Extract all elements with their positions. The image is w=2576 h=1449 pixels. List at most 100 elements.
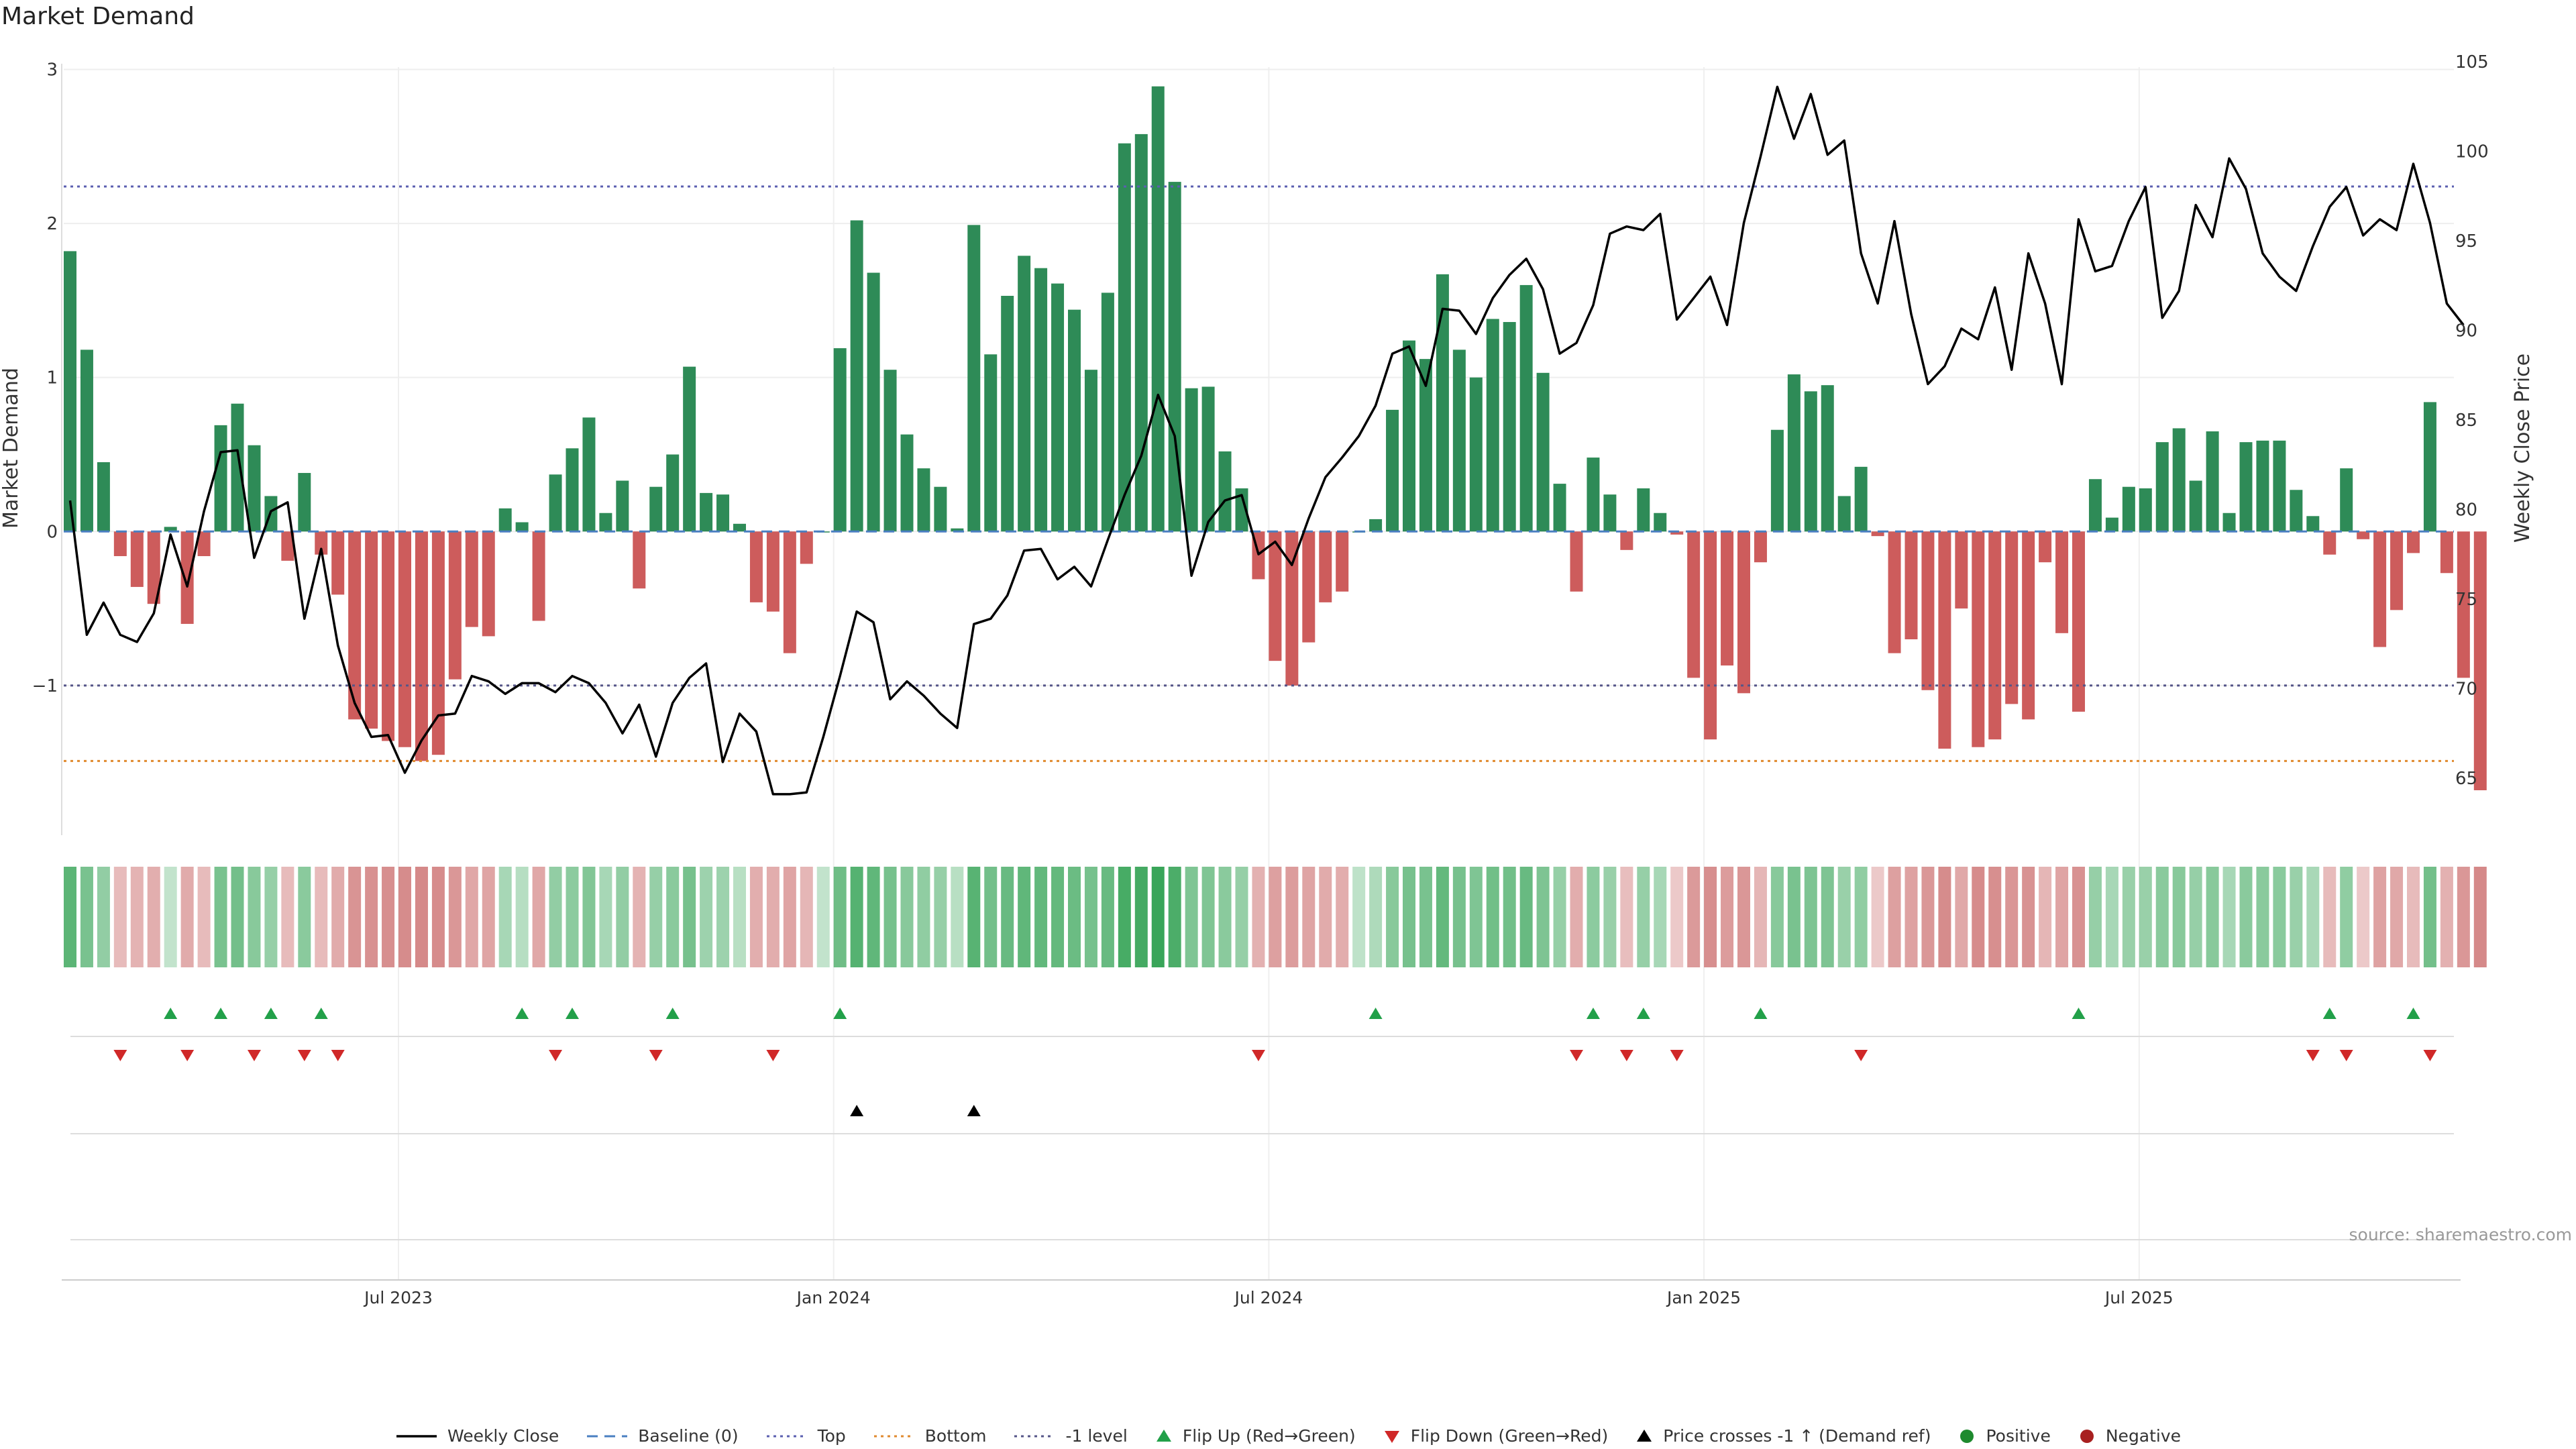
- heat-tile-positive: [1101, 867, 1114, 967]
- flip-up-marker: [264, 1008, 278, 1019]
- heat-tile-positive: [264, 867, 278, 967]
- heat-tile-positive: [850, 867, 863, 967]
- heat-tile-negative: [633, 867, 646, 967]
- heat-tile-positive: [883, 867, 897, 967]
- heat-tile-negative: [331, 867, 345, 967]
- heat-tile-positive: [1051, 867, 1065, 967]
- demand-bar-negative: [2323, 531, 2337, 555]
- demand-bar-negative: [180, 531, 194, 625]
- heat-tile-negative: [1269, 867, 1282, 967]
- y2-tick-label: 105: [2455, 52, 2489, 72]
- heat-tile-positive: [164, 867, 177, 967]
- demand-bar-negative: [415, 531, 428, 761]
- demand-bar-positive: [582, 417, 596, 532]
- heat-tile-positive: [2189, 867, 2202, 967]
- heat-tile-negative: [1336, 867, 1349, 967]
- heat-tile-positive: [2306, 867, 2320, 967]
- demand-bar-positive: [2139, 488, 2152, 532]
- demand-bar-positive: [1452, 350, 1466, 532]
- demand-bar-negative: [1888, 531, 1901, 653]
- heat-tile-positive: [1419, 867, 1432, 967]
- heat-tile-positive: [1787, 867, 1801, 967]
- heat-tile-positive: [649, 867, 663, 967]
- heat-tile-positive: [599, 867, 612, 967]
- heat-tile-negative: [1988, 867, 2002, 967]
- heat-tile-positive: [1151, 867, 1165, 967]
- demand-bar-positive: [64, 251, 76, 532]
- demand-bar-positive: [616, 480, 629, 532]
- heat-tile-negative: [783, 867, 796, 967]
- demand-bar-positive: [2306, 516, 2320, 532]
- heat-tile-negative: [2005, 867, 2019, 967]
- heat-tile-positive: [2155, 867, 2169, 967]
- heat-tile-positive: [214, 867, 227, 967]
- demand-bar-positive: [2172, 428, 2186, 532]
- heat-tile-positive: [2139, 867, 2152, 967]
- heat-tile-positive: [1603, 867, 1617, 967]
- heat-tile-negative: [1252, 867, 1265, 967]
- demand-bar-negative: [1704, 531, 1717, 740]
- flip-down-marker: [649, 1050, 663, 1061]
- legend-label: Positive: [1986, 1426, 2051, 1446]
- legend-item: Weekly Close: [395, 1426, 559, 1446]
- demand-bar-positive: [867, 272, 880, 532]
- heat-tile-positive: [1369, 867, 1383, 967]
- y-tick-label: 1: [46, 368, 58, 388]
- heat-tile-negative: [415, 867, 428, 967]
- heat-tile-negative: [398, 867, 411, 967]
- demand-bar-negative: [348, 531, 362, 720]
- demand-bar-positive: [1519, 284, 1533, 532]
- heat-tile-positive: [700, 867, 713, 967]
- demand-bar-positive: [700, 492, 713, 532]
- legend-label: Negative: [2105, 1426, 2182, 1446]
- demand-bar-positive: [1436, 274, 1449, 532]
- demand-bar-positive: [248, 445, 261, 532]
- heat-tile-positive: [1235, 867, 1248, 967]
- demand-bar-positive: [683, 366, 696, 532]
- y2-tick-label: 70: [2455, 679, 2477, 699]
- heat-tile-negative: [130, 867, 144, 967]
- legend-swatch-icon: [587, 1435, 628, 1437]
- heat-tile-negative: [2373, 867, 2387, 967]
- heat-tile-positive: [2172, 867, 2186, 967]
- legend-swatch-icon: [1384, 1430, 1399, 1443]
- legend-item: Flip Down (Green→Red): [1383, 1426, 1608, 1446]
- legend-swatch-icon: [396, 1434, 437, 1438]
- heat-tile-negative: [800, 867, 813, 967]
- legend-label: Price crosses -1 ↑ (Demand ref): [1663, 1426, 1931, 1446]
- demand-bar-positive: [1185, 388, 1198, 532]
- flip-up-marker: [314, 1008, 328, 1019]
- demand-bar-positive: [549, 474, 562, 532]
- heat-tile-negative: [315, 867, 328, 967]
- heat-tile-positive: [1134, 867, 1148, 967]
- demand-bar-positive: [934, 486, 947, 532]
- demand-bar-positive: [599, 513, 612, 532]
- heat-tile-negative: [2039, 867, 2052, 967]
- legend-swatch-icon: [1014, 1435, 1055, 1437]
- flip-up-marker: [1754, 1008, 1768, 1019]
- heat-tile-positive: [1486, 867, 1499, 967]
- legend-swatch-icon: [1960, 1429, 1974, 1443]
- demand-bar-negative: [331, 531, 345, 595]
- heat-tile-negative: [2390, 867, 2404, 967]
- heat-tile-positive: [683, 867, 696, 967]
- demand-bar-negative: [1904, 531, 1918, 639]
- flip-down-marker: [247, 1050, 261, 1061]
- heat-tile-negative: [2055, 867, 2069, 967]
- heat-tile-negative: [1319, 867, 1332, 967]
- demand-bar-negative: [2357, 531, 2370, 539]
- heat-tile-negative: [1955, 867, 1968, 967]
- demand-bar-negative: [532, 531, 545, 621]
- heat-tile-negative: [197, 867, 211, 967]
- legend-item: -1 level: [1013, 1426, 1128, 1446]
- heat-tile-negative: [2473, 867, 2487, 967]
- demand-bar-negative: [465, 531, 478, 627]
- flip-up-marker: [164, 1008, 178, 1019]
- flip-down-marker: [297, 1050, 311, 1061]
- demand-bar-negative: [1269, 531, 1282, 661]
- heat-tile-positive: [934, 867, 947, 967]
- heat-tile-negative: [1285, 867, 1299, 967]
- heat-tile-negative: [1972, 867, 1985, 967]
- demand-bar-negative: [1972, 531, 1985, 747]
